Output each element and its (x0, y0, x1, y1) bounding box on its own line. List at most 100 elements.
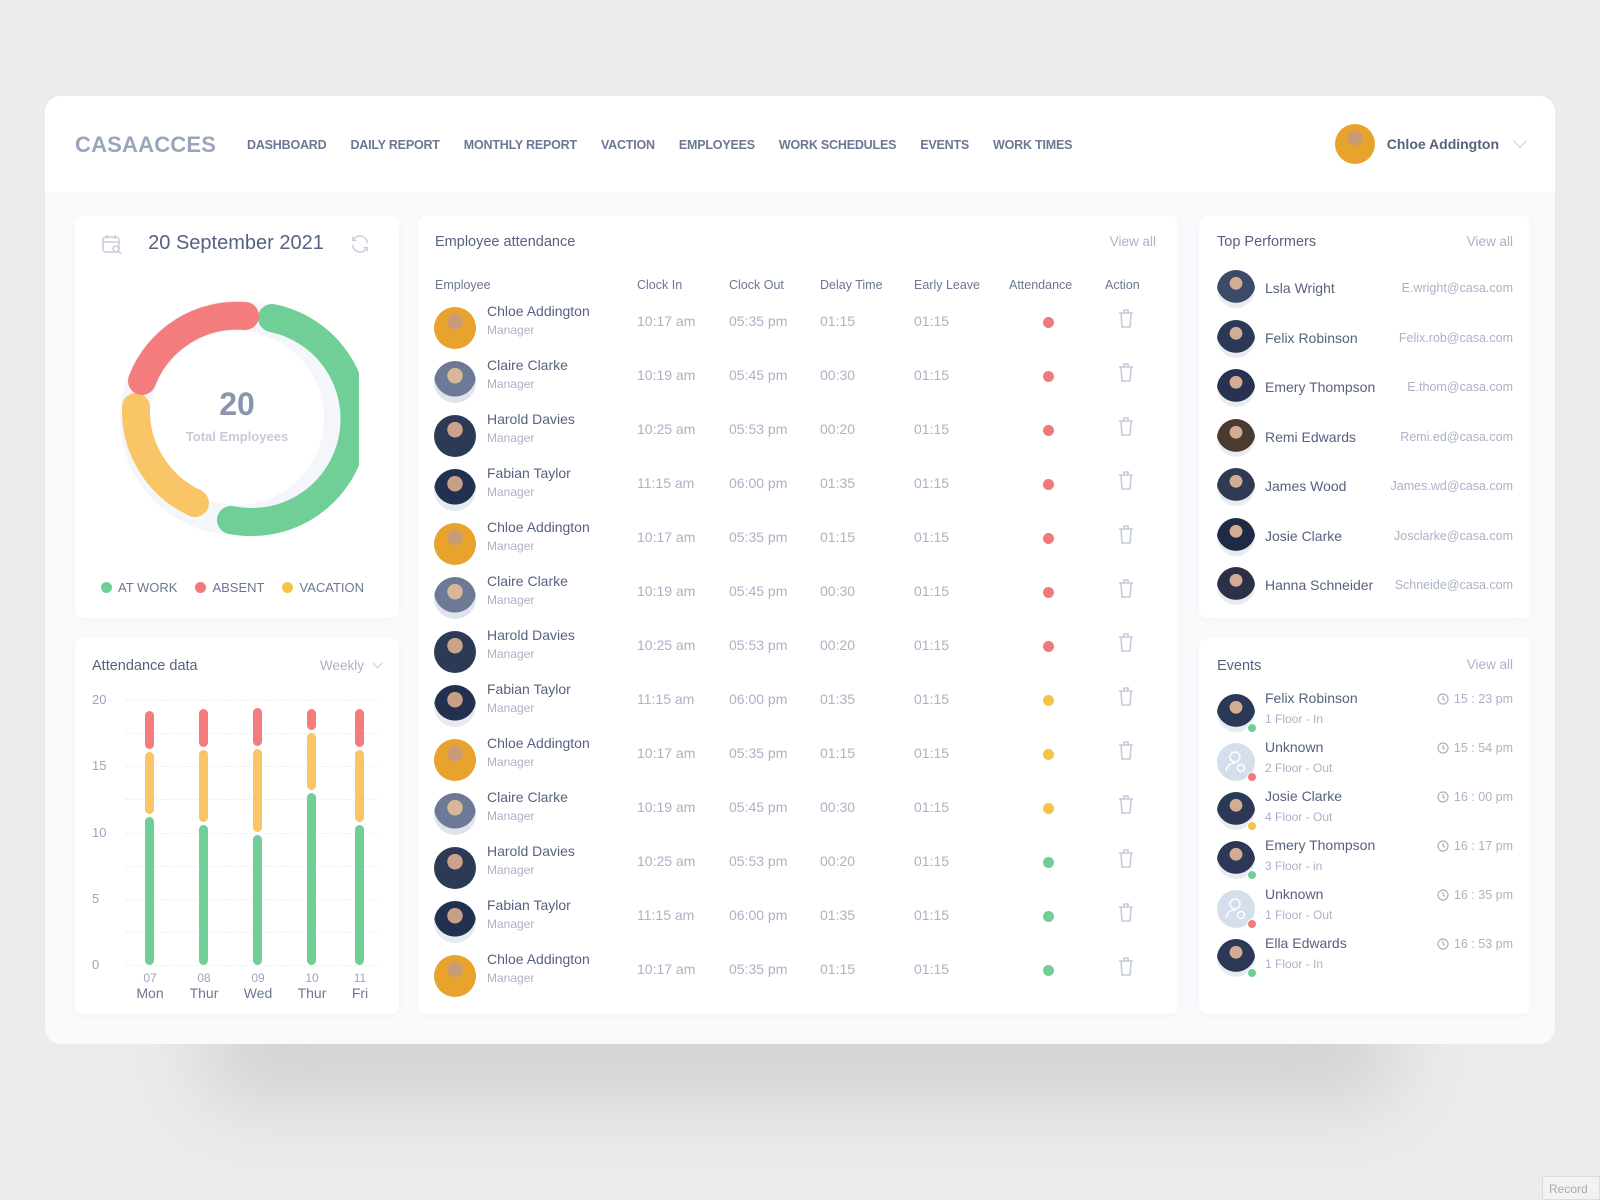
trash-icon[interactable] (1116, 739, 1136, 761)
trash-icon[interactable] (1116, 577, 1136, 599)
table-row[interactable]: Harold Davies Manager 10:25 am 05:53 pm … (418, 841, 1178, 895)
record-button[interactable]: Record (1542, 1176, 1600, 1200)
trash-icon[interactable] (1116, 469, 1136, 491)
nav-daily-report[interactable]: DAILY REPORT (350, 138, 440, 152)
table-row[interactable]: Chloe Addington Manager 10:17 am 05:35 p… (418, 301, 1178, 355)
event-floor: 4 Floor - Out (1265, 810, 1333, 824)
employee-name[interactable]: Harold Davies (487, 411, 575, 427)
employee-name[interactable]: Chloe Addington (487, 735, 590, 751)
employee-name[interactable]: Chloe Addington (487, 519, 590, 535)
chevron-down-icon[interactable] (1512, 133, 1528, 149)
table-row[interactable]: Claire Clarke Manager 10:19 am 05:45 pm … (418, 787, 1178, 841)
col-employee: Employee (435, 278, 491, 292)
trash-icon[interactable] (1116, 955, 1136, 977)
list-item[interactable]: Emery Thompson E.thom@casa.com (1217, 369, 1513, 409)
event-item[interactable]: Josie Clarke 4 Floor - Out 16 : 00 pm (1217, 788, 1513, 834)
list-item[interactable]: Felix Robinson Felix.rob@casa.com (1217, 319, 1513, 360)
employee-role: Manager (487, 593, 535, 607)
clock-out: 05:35 pm (729, 745, 788, 761)
period-dropdown[interactable]: Weekly (320, 658, 383, 673)
table-row[interactable]: Chloe Addington Manager 10:17 am 05:35 p… (418, 517, 1178, 571)
nav-employees[interactable]: EMPLOYEES (678, 138, 755, 152)
user-menu[interactable]: Chloe Addington (1334, 124, 1528, 164)
attendance-status-dot (1043, 695, 1054, 706)
performer-avatar (1217, 319, 1255, 358)
employee-name[interactable]: Chloe Addington (487, 951, 590, 967)
event-item[interactable]: Ella Edwards 1 Floor - In 16 : 53 pm (1217, 935, 1513, 981)
table-row[interactable]: Claire Clarke Manager 10:19 am 05:45 pm … (418, 571, 1178, 625)
total-employees-count: 20 (219, 386, 255, 422)
performer-avatar (1217, 567, 1255, 605)
table-row[interactable]: Fabian Taylor Manager 11:15 am 06:00 pm … (418, 895, 1178, 949)
performer-email[interactable]: Remi.ed@casa.com (1400, 429, 1513, 444)
trash-icon[interactable] (1116, 901, 1136, 923)
employee-name[interactable]: Claire Clarke (487, 357, 568, 373)
clock-in: 10:19 am (637, 799, 696, 815)
event-item[interactable]: Felix Robinson 1 Floor - In 15 : 23 pm (1217, 690, 1513, 736)
nav-dashboard[interactable]: DASHBOARD (247, 138, 327, 152)
calendar-search-icon[interactable] (101, 233, 123, 255)
performer-email[interactable]: E.thom@casa.com (1407, 380, 1513, 394)
clock-out: 05:35 pm (729, 313, 788, 329)
nav-work-times[interactable]: WORK TIMES (993, 138, 1073, 152)
employee-name[interactable]: Claire Clarke (487, 573, 568, 589)
nav-monthly-report[interactable]: MONTHLY REPORT (463, 138, 577, 152)
refresh-icon[interactable] (349, 233, 371, 255)
attendance-status-dot (1043, 911, 1054, 922)
bar-at-work (307, 792, 316, 965)
list-item[interactable]: Josie Clarke Josclarke@casa.com (1217, 517, 1513, 558)
trash-icon[interactable] (1116, 361, 1136, 383)
trash-icon[interactable] (1116, 793, 1136, 815)
nav-vacation[interactable]: VACTION (600, 138, 655, 152)
performer-email[interactable]: James.wd@casa.com (1390, 479, 1513, 493)
performer-email[interactable]: Josclarke@casa.com (1394, 528, 1513, 543)
col-action: Action (1105, 278, 1140, 292)
bar-at-work (145, 816, 154, 965)
performer-email[interactable]: E.wright@casa.com (1401, 281, 1513, 295)
list-item[interactable]: Hanna Schneider Schneide@casa.com (1217, 567, 1513, 607)
clock-in: 10:17 am (637, 961, 696, 977)
event-item[interactable]: Unknown 1 Floor - Out 16 : 35 pm (1217, 886, 1513, 932)
trash-icon[interactable] (1116, 685, 1136, 707)
table-row[interactable]: Fabian Taylor Manager 11:15 am 06:00 pm … (418, 463, 1178, 517)
table-row[interactable]: Claire Clarke Manager 10:19 am 05:45 pm … (418, 355, 1178, 409)
top-performers-view-all[interactable]: View all (1466, 234, 1513, 249)
trash-icon[interactable] (1116, 847, 1136, 869)
early-leave: 01:15 (914, 799, 950, 815)
performer-email[interactable]: Schneide@casa.com (1394, 578, 1513, 592)
col-early-leave: Early Leave (914, 278, 981, 292)
table-row[interactable]: Harold Davies Manager 10:25 am 05:53 pm … (418, 409, 1178, 463)
employee-attendance-view-all[interactable]: View all (1109, 234, 1156, 249)
table-row[interactable]: Chloe Addington Manager 10:17 am 05:35 p… (418, 949, 1178, 1003)
nav-work-schedules[interactable]: WORK SCHEDULES (778, 138, 897, 152)
table-row[interactable]: Fabian Taylor Manager 11:15 am 06:00 pm … (418, 679, 1178, 733)
app-logo[interactable]: CASAACCES (75, 132, 217, 157)
employee-name[interactable]: Fabian Taylor (487, 897, 571, 913)
bar-vacation (199, 750, 208, 822)
events-view-all[interactable]: View all (1466, 657, 1513, 672)
table-row[interactable]: Chloe Addington Manager 10:17 am 05:35 p… (418, 733, 1178, 787)
employee-avatar (434, 577, 476, 619)
employee-name[interactable]: Harold Davies (487, 627, 575, 643)
event-item[interactable]: Unknown 2 Floor - Out 15 : 54 pm (1217, 739, 1513, 785)
list-item[interactable]: James Wood James.wd@casa.com (1217, 468, 1513, 508)
table-row[interactable]: Harold Davies Manager 10:25 am 05:53 pm … (418, 625, 1178, 679)
attendance-status-dot (1043, 425, 1054, 436)
trash-icon[interactable] (1116, 523, 1136, 545)
list-item[interactable]: Lsla Wright E.wright@casa.com (1217, 270, 1513, 310)
trash-icon[interactable] (1116, 415, 1136, 437)
donut-legend: AT WORK ABSENT VACATION (101, 580, 364, 595)
employee-name[interactable]: Harold Davies (487, 843, 575, 859)
y-tick: 20 (92, 692, 107, 707)
nav-events[interactable]: EVENTS (920, 138, 970, 152)
performer-email[interactable]: Felix.rob@casa.com (1398, 330, 1513, 345)
event-item[interactable]: Emery Thompson 3 Floor - in 16 : 17 pm (1217, 837, 1513, 883)
employee-name[interactable]: Claire Clarke (487, 789, 568, 805)
trash-icon[interactable] (1116, 631, 1136, 653)
employee-name[interactable]: Chloe Addington (487, 303, 590, 319)
bar-vacation (145, 751, 154, 814)
trash-icon[interactable] (1116, 307, 1136, 329)
employee-name[interactable]: Fabian Taylor (487, 465, 571, 481)
list-item[interactable]: Remi Edwards Remi.ed@casa.com (1217, 418, 1513, 459)
employee-name[interactable]: Fabian Taylor (487, 681, 571, 697)
